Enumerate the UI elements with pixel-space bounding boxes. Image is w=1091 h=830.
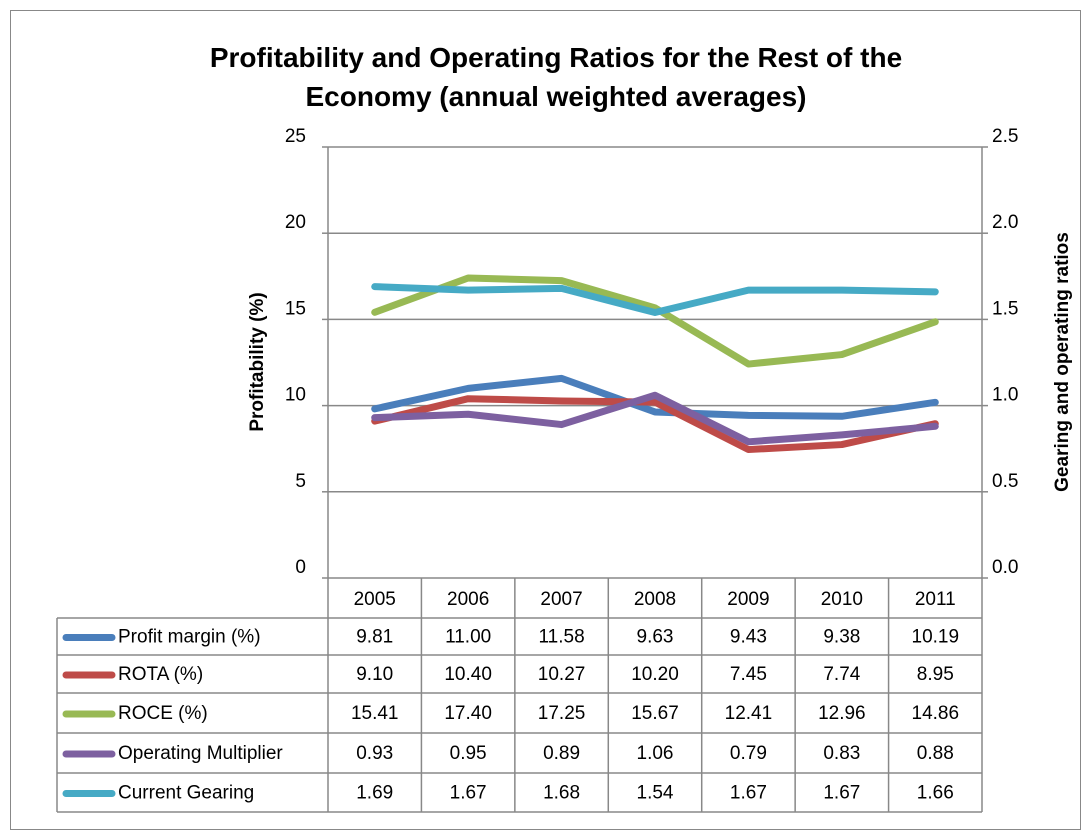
table-value: 9.43 (730, 627, 767, 648)
table-value: 0.89 (543, 743, 580, 764)
legend-label: Operating Multiplier (118, 743, 283, 764)
table-value: 1.68 (543, 783, 580, 804)
table-value: 9.63 (637, 627, 674, 648)
series-line (371, 391, 939, 446)
y2-tick-label: 2.0 (992, 212, 1018, 233)
table-value: 8.95 (917, 664, 954, 685)
table-value: 12.41 (725, 703, 773, 724)
table-value: 9.38 (823, 627, 860, 648)
table-value: 1.67 (450, 783, 487, 804)
y-tick-label: 10 (285, 385, 306, 406)
table-value: 7.74 (823, 664, 860, 685)
series-line (371, 395, 939, 454)
y2-axis-title: Gearing and operating ratios (1052, 232, 1073, 492)
y-tick-label: 5 (295, 471, 306, 492)
table-value: 1.69 (356, 783, 393, 804)
table-value: 0.83 (823, 743, 860, 764)
table-value: 14.86 (912, 703, 960, 724)
legend-label: ROCE (%) (118, 703, 208, 724)
table-value: 17.40 (444, 703, 492, 724)
table-value: 15.41 (351, 703, 399, 724)
chart-title: Profitability and Operating Ratios for t… (209, 42, 903, 112)
x-tick-label: 2010 (821, 589, 863, 610)
table-value: 1.66 (917, 783, 954, 804)
table-value: 1.67 (823, 783, 860, 804)
legend-label: Profit margin (%) (118, 627, 261, 648)
y2-tick-label: 0.0 (992, 557, 1018, 578)
y-axis-title: Profitability (%) (247, 292, 268, 431)
table-value: 11.58 (539, 627, 585, 648)
table-value: 9.81 (356, 627, 393, 648)
y-tick-label: 25 (285, 126, 306, 147)
y-tick-label: 0 (295, 557, 306, 578)
table-value: 17.25 (538, 703, 586, 724)
table-value: 12.96 (818, 703, 866, 724)
x-tick-label: 2007 (540, 589, 582, 610)
series-line (371, 274, 939, 368)
x-tick-label: 2006 (447, 589, 489, 610)
y2-tick-label: 1.5 (992, 298, 1018, 319)
series-line (371, 374, 939, 420)
y-tick-label: 15 (285, 298, 306, 319)
x-tick-label: 2008 (634, 589, 676, 610)
table-value: 1.67 (730, 783, 767, 804)
x-tick-label: 2009 (727, 589, 769, 610)
table-value: 10.27 (538, 664, 586, 685)
table-value: 15.67 (631, 703, 679, 724)
table-value: 0.79 (730, 743, 767, 764)
y2-tick-label: 0.5 (992, 471, 1018, 492)
legend-label: Current Gearing (118, 783, 254, 804)
table-value: 10.19 (912, 627, 960, 648)
y-tick-label: 20 (285, 212, 306, 233)
x-tick-label: 2011 (915, 589, 956, 610)
table-value: 10.40 (444, 664, 492, 685)
table-value: 10.20 (631, 664, 679, 685)
table-value: 0.88 (917, 743, 954, 764)
table-value: 0.95 (450, 743, 487, 764)
table-value: 11.00 (445, 627, 491, 648)
legend-label: ROTA (%) (118, 664, 203, 685)
x-tick-label: 2005 (354, 589, 396, 610)
series-line (371, 283, 939, 317)
y2-tick-label: 2.5 (992, 126, 1018, 147)
table-value: 1.54 (637, 783, 674, 804)
table-value: 7.45 (730, 664, 767, 685)
table-value: 1.06 (637, 743, 674, 764)
y2-tick-label: 1.0 (992, 385, 1018, 406)
table-value: 9.10 (356, 664, 393, 685)
table-value: 0.93 (356, 743, 393, 764)
